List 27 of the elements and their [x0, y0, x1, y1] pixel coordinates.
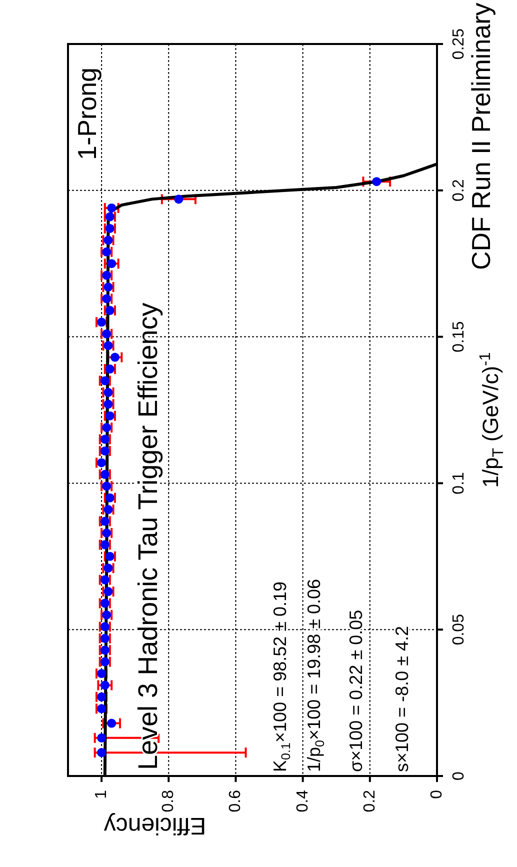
annotation: Level 3 Hadronic Tau Trigger Efficiency [133, 302, 163, 770]
y-tick-label: 0 [450, 771, 468, 780]
point [107, 718, 116, 728]
point [97, 733, 106, 742]
y-tick-label: 0.1 [450, 472, 468, 494]
x-tick-label: 0 [428, 790, 446, 799]
x-tick-label: 1 [93, 790, 110, 799]
annotation: s×100 = -8.0 ± 4.2 [392, 626, 412, 772]
x-tick-label: 0.6 [227, 790, 244, 812]
point [372, 177, 382, 186]
x-tick-label: 0.8 [160, 790, 178, 812]
point [100, 680, 110, 690]
annotation: 1-Prong [72, 68, 102, 160]
x-tick-label: 0.4 [294, 790, 312, 812]
y-tick-label: 0.2 [450, 179, 468, 202]
point [107, 259, 116, 268]
point [174, 194, 184, 204]
x-tick-label: 0.2 [361, 790, 378, 812]
text: CDF Run II Preliminary [466, 2, 496, 270]
point [97, 748, 106, 758]
point [107, 203, 116, 212]
y-tick-label: 0.05 [450, 614, 468, 646]
annotation: σ×100 = 0.22 ± 0.05 [346, 610, 366, 772]
x-axis-title: Efficiency [104, 812, 206, 839]
y-tick-label: 0.25 [450, 28, 468, 60]
y-tick-label: 0.15 [450, 321, 468, 352]
point [110, 352, 120, 362]
